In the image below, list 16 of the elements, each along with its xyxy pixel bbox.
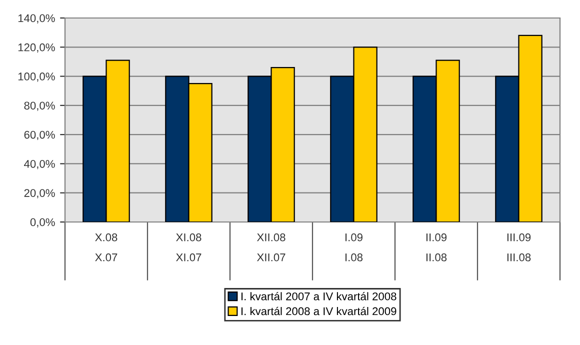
y-tick-label: 120,0% (18, 43, 55, 53)
y-tick-label: 0,0% (30, 218, 55, 228)
x-tick-label: XI.08 XI.07 (176, 233, 202, 262)
y-tick-label: 20,0% (24, 189, 55, 198)
y-tick-label: 80,0% (24, 102, 55, 111)
y-tick-label: 100,0% (18, 72, 55, 82)
legend-label: I. kvartál 2007 a IV kvartál 2008 (242, 292, 396, 300)
x-tick-label: I.09 I.08 (346, 233, 363, 262)
x-tick-label: XII.08 XII.07 (256, 233, 286, 262)
y-tick-label: 40,0% (24, 160, 55, 170)
x-tick-label: III.09 III.08 (507, 233, 531, 262)
y-tick-label: 140,0% (18, 14, 55, 24)
x-tick-label: X.08 X.07 (95, 233, 118, 262)
x-tick-label: II.09 II.08 (426, 233, 447, 262)
y-tick-label: 60,0% (24, 130, 55, 140)
legend-label: I. kvartál 2008 a IV kvartál 2009 (242, 306, 396, 316)
